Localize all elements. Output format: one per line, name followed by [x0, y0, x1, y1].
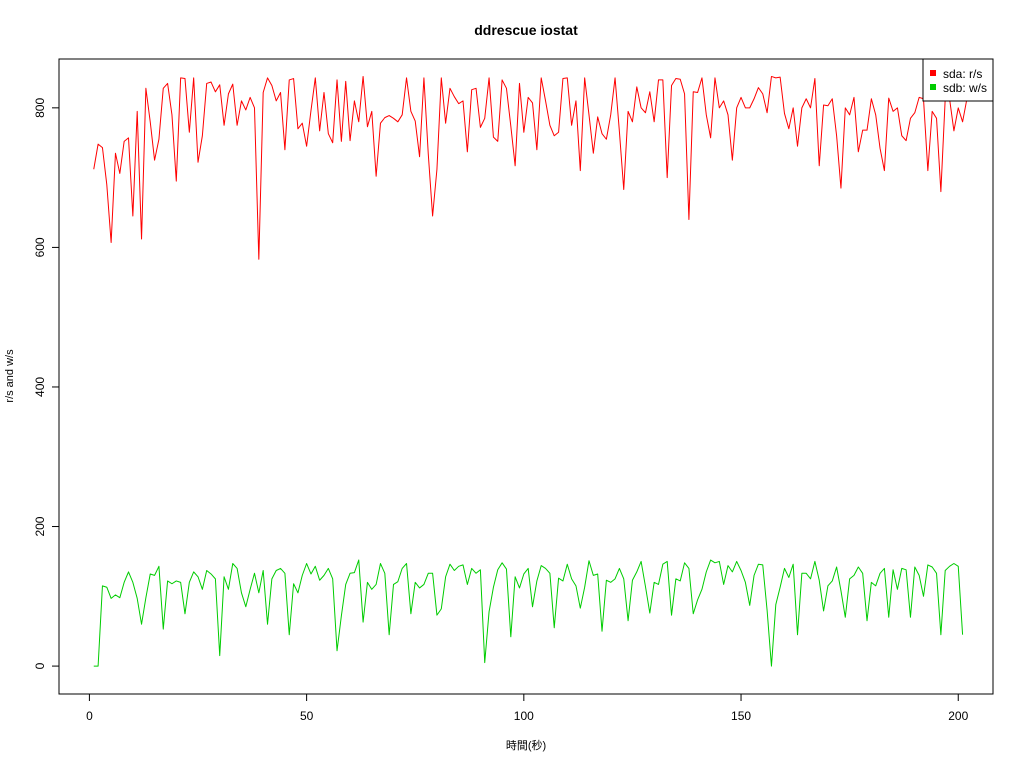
x-tick-label: 50 [300, 709, 314, 723]
x-axis-label: 時間(秒) [506, 738, 546, 752]
legend-swatch-sdb [930, 84, 936, 90]
legend-label-sda: sda: r/s [943, 67, 982, 81]
legend-swatch-sda [930, 70, 936, 76]
chart-title: ddrescue iostat [474, 22, 578, 38]
y-tick-label: 400 [33, 377, 47, 397]
x-tick-label: 200 [948, 709, 968, 723]
y-axis-label: r/s and w/s [4, 349, 16, 403]
y-tick-label: 600 [33, 237, 47, 257]
x-tick-label: 0 [86, 709, 93, 723]
legend: sda: r/s sdb: w/s [922, 58, 994, 102]
y-tick-label: 200 [33, 516, 47, 536]
y-tick-label: 800 [33, 98, 47, 118]
y-axis: 0 200 400 600 800 [33, 98, 60, 669]
legend-box [922, 58, 994, 102]
series-line-sdb [93, 559, 964, 667]
series-layer [93, 75, 968, 667]
x-tick-label: 150 [731, 709, 751, 723]
x-tick-label: 100 [514, 709, 534, 723]
x-axis: 0 50 100 150 200 [86, 693, 969, 723]
y-tick-label: 0 [33, 662, 47, 669]
legend-label-sdb: sdb: w/s [943, 81, 987, 95]
series-line-sda [93, 75, 968, 260]
